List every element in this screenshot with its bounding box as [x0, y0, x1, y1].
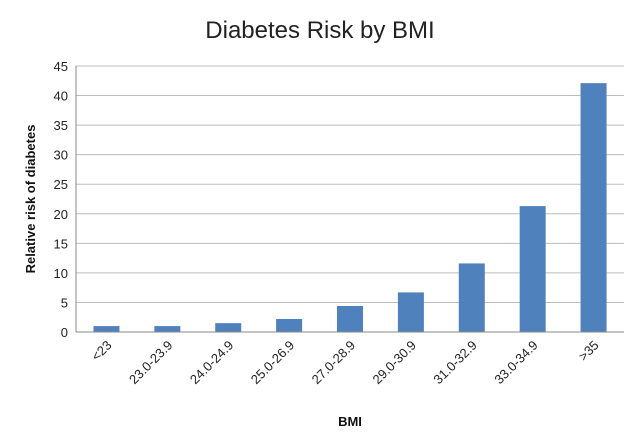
- y-tick-label: 25: [54, 177, 68, 192]
- y-tick-label: 35: [54, 118, 68, 133]
- bar-7: [519, 206, 546, 332]
- x-tick-label: <23: [88, 338, 114, 364]
- y-tick-label: 30: [54, 148, 68, 163]
- bar-1: [154, 326, 181, 332]
- y-tick-label: 40: [54, 89, 68, 104]
- gridlines: [76, 65, 624, 303]
- y-axis-title: Relative risk of diabetes: [23, 125, 38, 274]
- y-tick-label: 15: [54, 236, 68, 251]
- y-tick-label: 0: [61, 325, 68, 340]
- y-tick-label: 45: [54, 59, 68, 74]
- x-tick-label: 27.0-28.9: [309, 338, 358, 387]
- x-tick-label: 31.0-32.9: [430, 338, 479, 387]
- x-tick-label: 29.0-30.9: [370, 338, 419, 387]
- x-tick-label: 25.0-26.9: [248, 338, 297, 387]
- bar-2: [215, 323, 242, 332]
- x-axis-title: BMI: [338, 414, 362, 429]
- y-tick-label: 10: [54, 266, 68, 281]
- y-tick-labels: 0 5 10 15 20 25 30 35 40 45: [54, 59, 68, 340]
- x-tick-label: 33.0-34.9: [491, 338, 540, 387]
- bar-3: [276, 318, 303, 332]
- bars: [93, 83, 607, 333]
- y-tick-label: 5: [61, 295, 68, 310]
- bar-6: [458, 263, 485, 332]
- y-tick-label: 20: [54, 207, 68, 222]
- x-tick-label: >35: [575, 338, 601, 364]
- x-tick-label: 24.0-24.9: [187, 338, 236, 387]
- bar-0: [93, 326, 120, 332]
- bar-8: [580, 83, 607, 333]
- chart-title: Diabetes Risk by BMI: [205, 17, 434, 44]
- x-tick-labels: <23 23.0-23.9 24.0-24.9 25.0-26.9 27.0-28.9 2…: [88, 338, 601, 387]
- bar-5: [397, 292, 424, 332]
- bar-4: [337, 305, 363, 332]
- x-tick-label: 23.0-23.9: [126, 338, 175, 387]
